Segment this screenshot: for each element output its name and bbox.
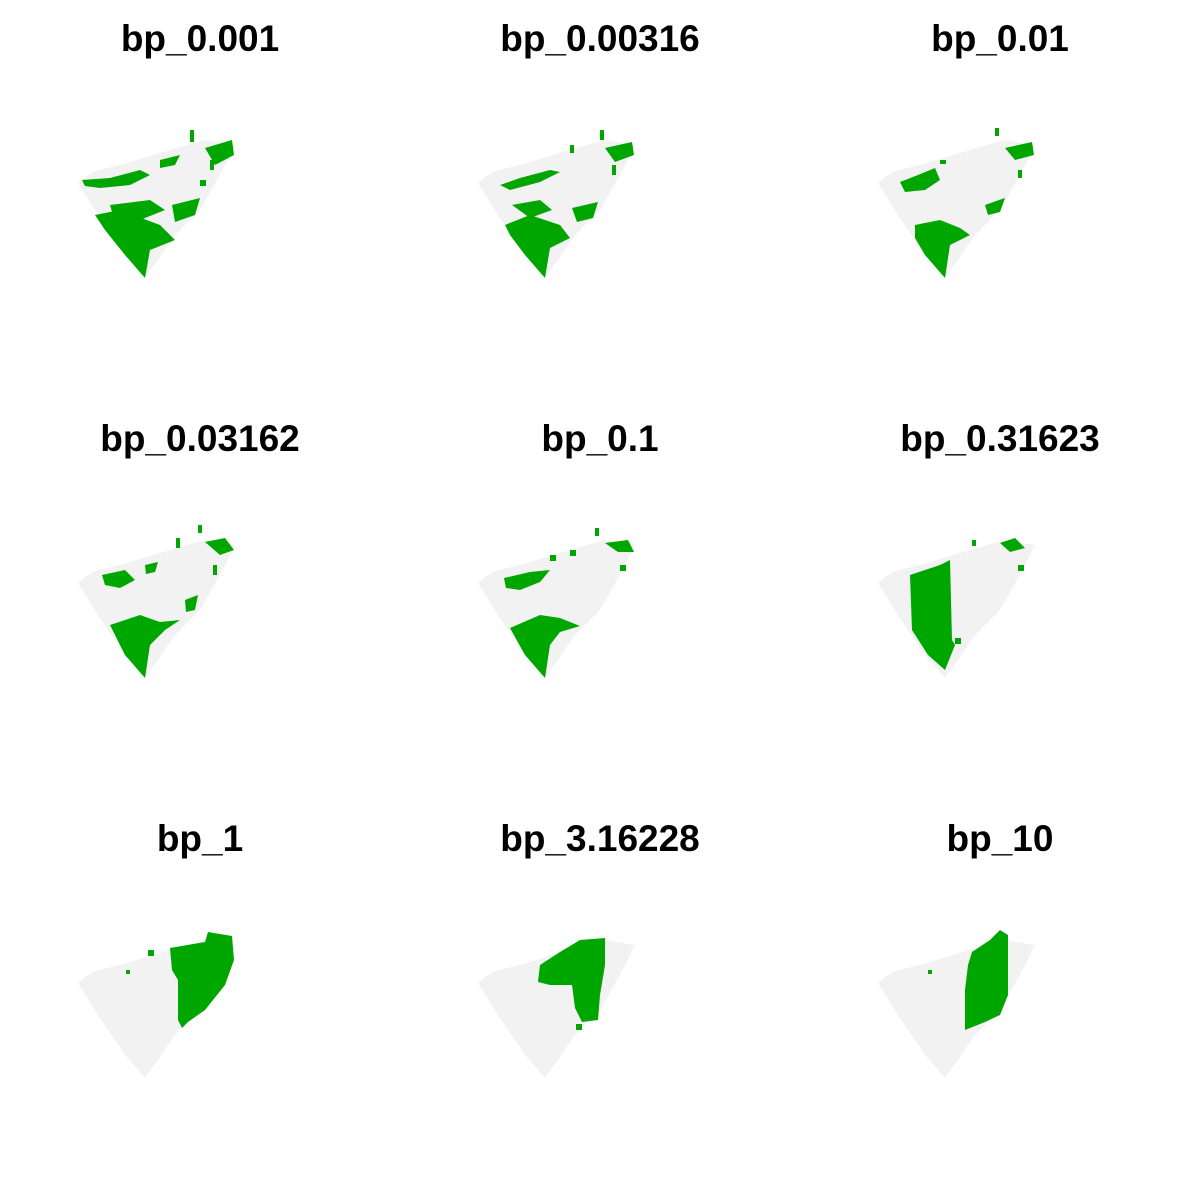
selection-map bbox=[878, 538, 1035, 678]
map-panel-bp-316228: bp_3.16228 bbox=[400, 800, 800, 1200]
map-panel-bp-000316: bp_0.00316 bbox=[400, 0, 800, 400]
map-panel-bp-10: bp_10 bbox=[800, 800, 1200, 1200]
panel-title: bp_0.001 bbox=[120, 18, 280, 59]
selected-units bbox=[504, 528, 634, 678]
map-panel-bp-1: bp_1 bbox=[0, 800, 400, 1200]
map-panel-bp-003162: bp_0.03162 bbox=[0, 400, 400, 800]
selected-units bbox=[928, 930, 1008, 1030]
selection-map bbox=[478, 938, 635, 1078]
map-panel-bp-001: bp_0.01 bbox=[800, 0, 1200, 400]
selection-map bbox=[478, 130, 635, 278]
panel-title: bp_1 bbox=[156, 818, 244, 859]
selected-units bbox=[500, 130, 634, 278]
panel-title: bp_0.03162 bbox=[100, 418, 300, 459]
selected-units bbox=[538, 938, 605, 1030]
panel-title: bp_0.31623 bbox=[900, 418, 1100, 459]
selected-units bbox=[82, 130, 234, 278]
planning-region bbox=[478, 540, 635, 678]
selection-map bbox=[878, 930, 1035, 1078]
selection-map bbox=[78, 130, 235, 278]
selected-units bbox=[102, 525, 234, 678]
panel-title: bp_3.16228 bbox=[500, 818, 700, 859]
panel-title: bp_0.1 bbox=[541, 418, 659, 459]
panel-title: bp_0.00316 bbox=[500, 18, 700, 59]
planning-region bbox=[478, 140, 635, 278]
map-panel-bp-031623: bp_0.31623 bbox=[800, 400, 1200, 800]
planning-region bbox=[878, 940, 1035, 1078]
selection-map bbox=[78, 932, 235, 1078]
selected-units bbox=[126, 932, 234, 1028]
selection-map bbox=[878, 128, 1035, 278]
map-panel-bp-0001: bp_0.001 bbox=[0, 0, 400, 400]
selected-units bbox=[910, 538, 1025, 670]
planning-region bbox=[878, 540, 1035, 678]
planning-region bbox=[878, 140, 1035, 278]
selection-map bbox=[478, 528, 635, 678]
panel-title: bp_0.01 bbox=[931, 18, 1069, 59]
panel-title: bp_10 bbox=[946, 818, 1054, 859]
map-panel-bp-01: bp_0.1 bbox=[400, 400, 800, 800]
planning-region bbox=[78, 540, 235, 678]
selected-units bbox=[900, 128, 1034, 278]
selection-map bbox=[78, 525, 235, 678]
